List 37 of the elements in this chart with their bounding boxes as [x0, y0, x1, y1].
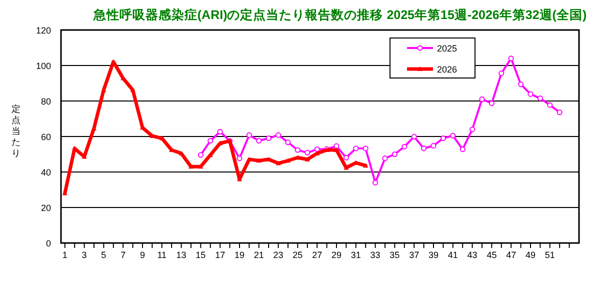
y-tick-label: 40 — [40, 168, 51, 178]
y-tick-label: 20 — [40, 203, 51, 213]
x-tick-label: 19 — [234, 250, 244, 260]
x-tick-label: 21 — [254, 250, 264, 260]
y-tick-label: 120 — [36, 26, 51, 36]
y-tick-label: 60 — [40, 132, 51, 142]
x-tick-label: 27 — [312, 250, 322, 260]
x-tick-label: 25 — [292, 250, 303, 260]
x-tick-label: 47 — [506, 250, 516, 260]
x-tick-label: 7 — [120, 250, 126, 260]
x-tick-label: 1 — [62, 250, 68, 260]
x-tick-label: 3 — [82, 250, 87, 260]
x-tick-label: 15 — [196, 250, 206, 260]
x-tick-label: 49 — [525, 250, 536, 260]
y-tick-label: 0 — [46, 238, 51, 248]
x-tick-label: 29 — [331, 250, 342, 260]
x-tick-label: 31 — [350, 250, 361, 260]
y-tick-label: 80 — [40, 96, 51, 106]
x-tick-label: 11 — [157, 250, 167, 260]
x-tick-label: 33 — [370, 250, 380, 260]
x-tick-label: 37 — [409, 250, 420, 260]
x-tick-label: 13 — [176, 250, 186, 260]
x-tick-label: 51 — [544, 250, 555, 260]
legend-label: 2025 — [437, 44, 458, 54]
y-axis-title: 定点当たり — [12, 104, 20, 158]
y-tick-label: 100 — [36, 61, 51, 71]
x-tick-label: 39 — [428, 250, 438, 260]
x-tick-label: 5 — [101, 250, 106, 260]
x-tick-label: 35 — [390, 250, 400, 260]
x-tick-label: 9 — [140, 250, 145, 260]
chart-title: 急性呼吸器感染症(ARI)の定点当たり報告数の推移 2025年第15週-2026年第32週(全国) — [92, 7, 587, 22]
x-tick-label: 45 — [486, 250, 497, 260]
x-tick-label: 41 — [448, 250, 458, 260]
x-tick-label: 17 — [215, 250, 226, 260]
legend-label: 2026 — [437, 64, 458, 74]
x-tick-label: 23 — [273, 250, 284, 260]
x-tick-label: 43 — [467, 250, 478, 260]
